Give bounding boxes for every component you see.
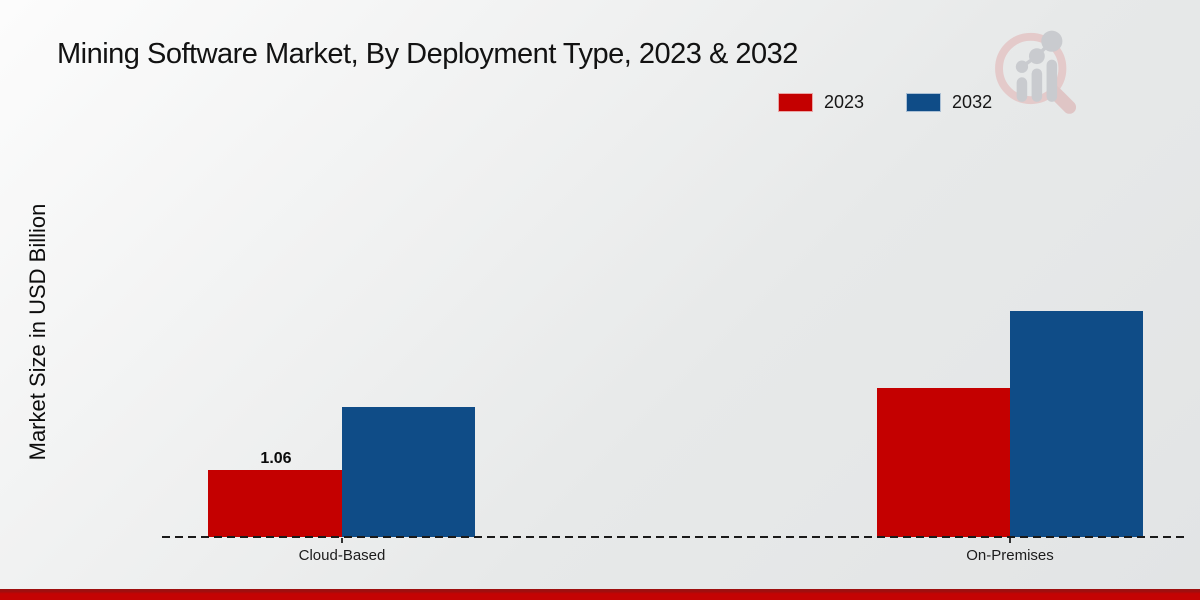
plot-area <box>208 311 1143 537</box>
bar-cloud-based-2032 <box>342 407 475 537</box>
legend-label-2023: 2023 <box>824 92 865 112</box>
legend-swatch-2032 <box>906 93 942 112</box>
brand-logo-icon <box>995 30 1077 114</box>
bar-on-premises-2032 <box>1010 311 1143 537</box>
chart-title: Mining Software Market, By Deployment Ty… <box>57 38 798 70</box>
legend: 2023 2032 <box>778 92 992 113</box>
legend-label-2032: 2032 <box>952 92 993 112</box>
x-axis-tick-on-premises <box>1009 538 1011 543</box>
footer-accent-bar <box>0 589 1200 600</box>
x-axis-tick-cloud-based <box>341 538 343 543</box>
bar-cloud-based-2023 <box>208 470 342 537</box>
bar-value-label: 1.06 <box>260 450 292 467</box>
bar-on-premises-2023 <box>877 388 1010 537</box>
legend-item-2023: 2023 <box>778 92 864 113</box>
category-label-cloud-based: Cloud-Based <box>298 547 386 564</box>
legend-swatch-2023 <box>778 93 813 112</box>
legend-item-2032: 2032 <box>906 92 992 113</box>
category-label-on-premises: On-Premises <box>966 547 1054 564</box>
x-axis-baseline <box>162 536 1185 538</box>
